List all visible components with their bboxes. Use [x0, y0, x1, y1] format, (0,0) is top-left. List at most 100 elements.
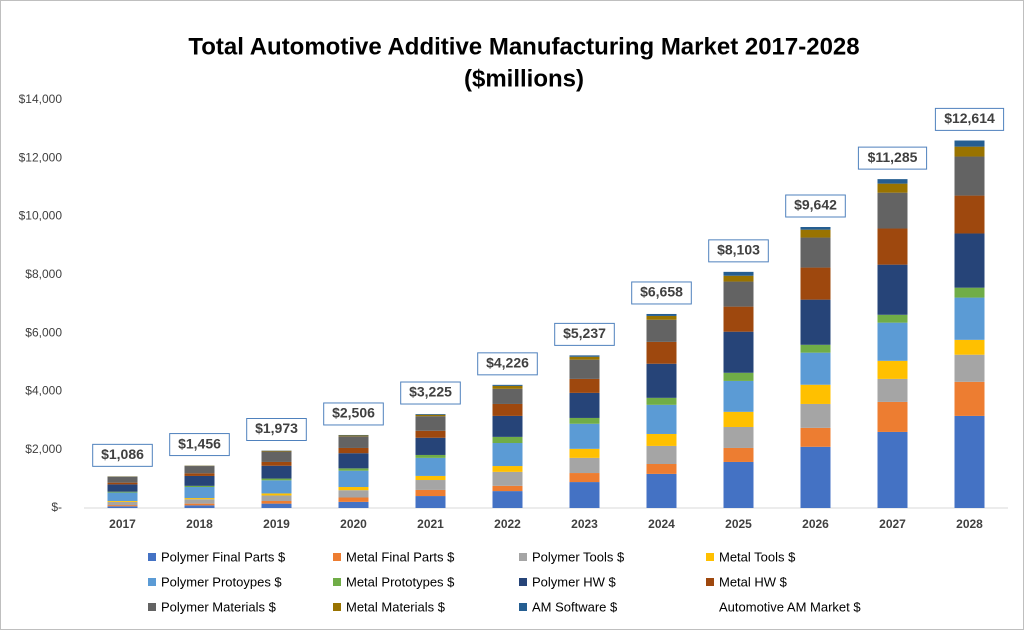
- total-label: $8,103: [717, 242, 760, 258]
- bar-segment: [492, 466, 523, 472]
- bar-segment: [261, 503, 292, 508]
- legend-swatch: [333, 553, 341, 561]
- legend-label: Metal HW $: [719, 574, 788, 589]
- y-tick-label: $-: [51, 500, 62, 514]
- bar-segment: [107, 501, 138, 502]
- y-tick-label: $8,000: [25, 267, 62, 281]
- legend-label: AM Software $: [532, 599, 618, 614]
- bar-segment: [492, 388, 523, 404]
- bar-segment: [569, 482, 600, 508]
- bar-segment: [415, 454, 446, 458]
- bar-segment: [107, 476, 138, 483]
- x-tick-label: 2027: [879, 517, 906, 531]
- bar-segment: [954, 339, 985, 355]
- bar-segment: [646, 313, 677, 316]
- bar-segment: [569, 356, 600, 360]
- bar-segment: [492, 491, 523, 508]
- legend-swatch: [148, 603, 156, 611]
- bar-segment: [800, 352, 831, 385]
- x-tick-label: 2021: [417, 517, 444, 531]
- legend-label: Polymer Tools $: [532, 549, 625, 564]
- x-tick-label: 2022: [494, 517, 521, 531]
- bar-segment: [415, 414, 446, 417]
- bar-segment: [723, 380, 754, 412]
- total-label: $1,456: [178, 435, 221, 451]
- bar-segment: [877, 179, 908, 184]
- bar-segment: [800, 403, 831, 428]
- bar-segment: [569, 457, 600, 474]
- bar-segment: [569, 359, 600, 379]
- total-label-box: [477, 352, 538, 376]
- total-label-box: [323, 402, 384, 426]
- total-label-box: [246, 418, 307, 442]
- bar-segment: [954, 287, 985, 298]
- bar-segment: [184, 499, 215, 504]
- bar-segment: [184, 485, 215, 488]
- bar-segment: [415, 496, 446, 508]
- bar-segment: [261, 493, 292, 496]
- legend-swatch: [519, 553, 527, 561]
- bar-segment: [646, 463, 677, 474]
- bar-segment: [569, 448, 600, 458]
- bar-segment: [877, 322, 908, 361]
- y-tick-label: $2,000: [25, 442, 62, 456]
- bar-segment: [261, 501, 292, 504]
- x-tick-label: 2023: [571, 517, 598, 531]
- bar-segment: [261, 478, 292, 481]
- bar-segment: [723, 426, 754, 448]
- total-label: $11,285: [868, 149, 918, 165]
- bar-segment: [723, 447, 754, 462]
- legend-swatch: [706, 553, 714, 561]
- bar-segment: [954, 140, 985, 147]
- bar-segment: [877, 228, 908, 265]
- bar-segment: [415, 457, 446, 476]
- legend-swatch: [333, 603, 341, 611]
- bar-segment: [800, 229, 831, 238]
- total-label-box: [631, 281, 692, 305]
- bar-segment: [415, 430, 446, 438]
- bar-segment: [723, 271, 754, 276]
- legend-label: Polymer HW $: [532, 574, 617, 589]
- bar-segment: [723, 275, 754, 282]
- total-label: $12,614: [944, 110, 995, 126]
- bar-segment: [800, 237, 831, 268]
- legend-label: Metal Prototypes $: [346, 574, 455, 589]
- bar-segment: [492, 415, 523, 437]
- bar-segment: [415, 475, 446, 481]
- total-label: $3,225: [409, 384, 452, 400]
- bar-segment: [723, 411, 754, 427]
- bar-segment: [492, 403, 523, 416]
- bar-segment: [338, 490, 369, 498]
- bar-segment: [492, 471, 523, 486]
- y-tick-label: $14,000: [19, 92, 63, 106]
- bar-segment: [415, 414, 446, 415]
- bar-segment: [646, 315, 677, 320]
- total-label-box: [857, 146, 928, 170]
- x-tick-label: 2019: [263, 517, 290, 531]
- bar-segment: [338, 470, 369, 488]
- bar-segment: [338, 435, 369, 437]
- bar-segment: [646, 433, 677, 446]
- bar-segment: [261, 461, 292, 466]
- x-tick-label: 2018: [186, 517, 213, 531]
- bar-segment: [415, 489, 446, 497]
- y-tick-label: $12,000: [19, 150, 63, 164]
- total-label: $1,086: [101, 446, 144, 462]
- bar-segment: [415, 480, 446, 490]
- bar-segment: [184, 475, 215, 486]
- bar-segment: [954, 195, 985, 234]
- bar-segment: [723, 461, 754, 508]
- bar-segment: [954, 381, 985, 416]
- bar-segment: [646, 363, 677, 398]
- bar-segment: [338, 436, 369, 448]
- bar-segment: [569, 423, 600, 449]
- bar-segment: [569, 378, 600, 393]
- total-label-box: [400, 381, 461, 405]
- bar-segment: [646, 341, 677, 364]
- legend-label: Polymer Final Parts $: [161, 549, 286, 564]
- bar-segment: [646, 445, 677, 464]
- bar-segment: [492, 385, 523, 389]
- x-tick-label: 2026: [802, 517, 829, 531]
- bar-segment: [877, 192, 908, 229]
